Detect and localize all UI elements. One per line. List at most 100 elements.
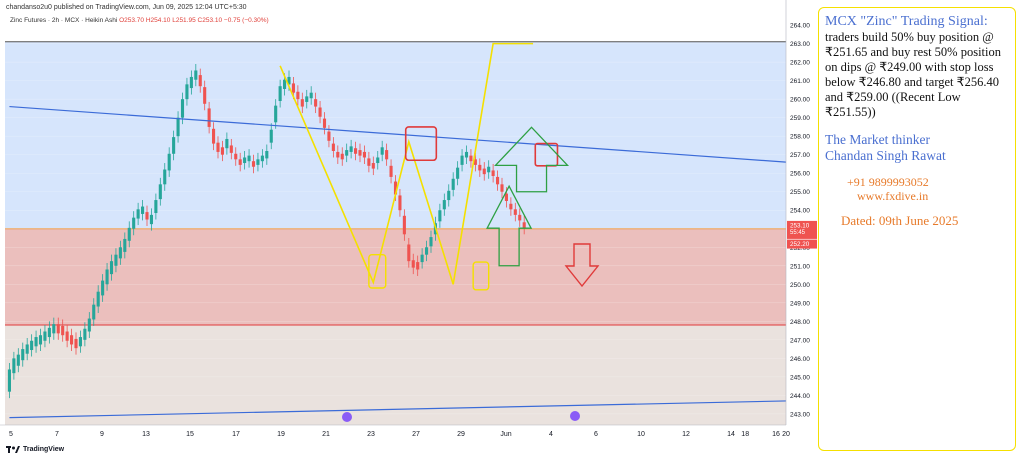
author-line-2: Chandan Singh Rawat — [825, 148, 946, 163]
candle-body — [34, 337, 38, 347]
candle-body — [12, 358, 16, 374]
signal-title: MCX "Zinc" Trading Signal: — [825, 14, 988, 29]
candle — [198, 68, 202, 93]
candle — [212, 122, 216, 151]
x-tick-label: 20 — [782, 431, 790, 438]
signal-panel: MCX "Zinc" Trading Signal: traders build… — [818, 7, 1016, 451]
y-tick-label: 259.00 — [790, 115, 810, 122]
candle — [7, 362, 11, 399]
candle-body — [251, 161, 256, 167]
candle-body — [52, 324, 56, 334]
candle — [127, 221, 131, 248]
dated-label: Dated: 09th June 2025 — [841, 213, 959, 228]
candle-body — [123, 238, 127, 252]
candle — [411, 253, 415, 275]
y-axis: 243.00 244.00 245.00 246.00 247.00 248.00 249.… — [785, 0, 810, 425]
candle — [189, 70, 193, 95]
candle-body — [194, 70, 198, 80]
y-tick-label: 256.00 — [790, 171, 810, 178]
y-tick-label: 247.00 — [790, 337, 810, 344]
y-tick-label: 255.00 — [790, 189, 810, 196]
x-tick-label: 10 — [637, 431, 645, 438]
zone-1 — [5, 228, 786, 326]
candle-body — [47, 327, 51, 338]
y-tick-label: 258.00 — [790, 134, 810, 141]
candle — [385, 143, 389, 166]
candle — [256, 152, 260, 172]
candle-body — [322, 118, 327, 128]
candle — [101, 274, 105, 302]
candle-body — [451, 178, 455, 190]
tradingview-footer[interactable]: TradingView — [6, 445, 64, 454]
grid-lines — [5, 24, 786, 415]
candle-body — [203, 87, 207, 104]
candle — [269, 123, 273, 150]
candle-body — [460, 155, 464, 165]
candle-body — [278, 86, 282, 102]
green-up-arrow-large — [494, 126, 570, 193]
candle-body — [132, 217, 136, 229]
tradingview-brand: TradingView — [23, 446, 65, 453]
x-axis: 5 7 9 13 15 17 19 21 23 27 29 Jun 4 6 10 12 14 16 18 20 — [0, 424, 790, 438]
candle-body — [149, 214, 153, 225]
x-tick-label: 14 — [727, 431, 735, 438]
candle — [429, 230, 433, 253]
phone-number: +91 9899993052 — [847, 175, 929, 189]
candle-body — [189, 76, 193, 89]
candle — [314, 92, 318, 114]
y-tick-label: 249.00 — [790, 300, 810, 307]
candle — [500, 177, 504, 199]
candle — [340, 147, 344, 166]
candle-body — [16, 354, 20, 366]
candle — [52, 317, 56, 340]
candle-body — [522, 222, 526, 228]
x-tick-label: 27 — [412, 431, 420, 438]
candle — [243, 151, 247, 170]
candle-body — [38, 335, 43, 345]
candle — [407, 238, 411, 268]
candle-body — [225, 138, 229, 149]
candle — [451, 172, 455, 197]
candle-body — [491, 170, 495, 176]
x-tick-label: 15 — [186, 431, 194, 438]
candle-body — [30, 340, 34, 351]
candle — [61, 319, 65, 342]
candle — [12, 351, 16, 380]
candle — [141, 200, 145, 221]
candle-body — [500, 184, 504, 192]
x-tick-label: 9 — [100, 431, 104, 438]
candle — [216, 136, 220, 159]
candle — [154, 193, 158, 220]
x-tick-label: 4 — [549, 431, 553, 438]
candle-body — [362, 151, 366, 158]
x-tick-label: 21 — [322, 431, 330, 438]
candle — [358, 143, 362, 163]
website: www.fxdive.in — [857, 189, 929, 203]
candle-body — [180, 99, 185, 118]
candle — [123, 232, 127, 259]
candle-body — [229, 145, 233, 153]
candle-body — [420, 254, 424, 263]
candle — [305, 89, 309, 109]
candle-body — [367, 158, 371, 166]
candle — [354, 141, 358, 161]
candle — [496, 170, 500, 191]
candle-body — [287, 76, 291, 85]
candle — [163, 163, 167, 191]
candle-body — [340, 153, 344, 160]
candle-body — [411, 260, 415, 268]
candle-body — [296, 91, 300, 100]
countdown-label: 55:45 — [790, 230, 806, 236]
candle — [149, 208, 153, 231]
candle — [92, 298, 96, 326]
y-tick-label: 243.00 — [790, 411, 810, 418]
candle — [251, 154, 256, 174]
trendline-0 — [9, 105, 787, 163]
candle — [38, 328, 43, 351]
candle — [380, 140, 384, 162]
candle — [118, 240, 122, 265]
price-chart[interactable]: 243.00 244.00 245.00 246.00 247.00 248.00 249.… — [0, 0, 818, 459]
candle-body — [518, 214, 522, 221]
candle-body — [167, 153, 171, 171]
candle — [74, 332, 78, 355]
